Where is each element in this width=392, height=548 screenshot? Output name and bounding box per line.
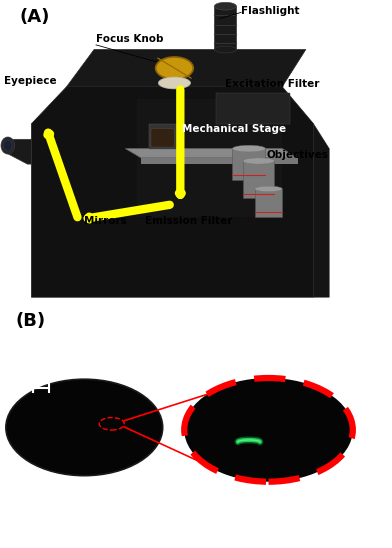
- Ellipse shape: [214, 46, 236, 53]
- Ellipse shape: [232, 145, 265, 152]
- Polygon shape: [149, 124, 176, 149]
- Polygon shape: [214, 6, 236, 49]
- Polygon shape: [314, 124, 329, 297]
- Text: (A): (A): [20, 8, 50, 26]
- Polygon shape: [4, 139, 31, 164]
- Polygon shape: [243, 161, 274, 198]
- Text: Focus Knob: Focus Knob: [96, 34, 163, 44]
- Text: Flashlight: Flashlight: [241, 6, 299, 16]
- Polygon shape: [31, 87, 314, 297]
- Polygon shape: [232, 149, 265, 180]
- Text: 25μ: 25μ: [32, 370, 50, 379]
- FancyBboxPatch shape: [151, 128, 174, 147]
- Ellipse shape: [243, 158, 274, 164]
- Text: Emission Filter: Emission Filter: [145, 216, 232, 226]
- Ellipse shape: [158, 77, 191, 89]
- Ellipse shape: [156, 57, 193, 79]
- Text: Mirrors: Mirrors: [84, 216, 127, 226]
- Text: Excitation Filter: Excitation Filter: [225, 79, 320, 89]
- Text: (B): (B): [16, 312, 46, 330]
- Ellipse shape: [214, 2, 236, 10]
- Polygon shape: [137, 99, 282, 217]
- Text: Eyepiece: Eyepiece: [4, 76, 56, 85]
- Polygon shape: [67, 49, 306, 87]
- Ellipse shape: [1, 137, 15, 154]
- Polygon shape: [216, 93, 290, 124]
- Text: Mechanical Stage: Mechanical Stage: [182, 124, 287, 134]
- Polygon shape: [125, 149, 298, 158]
- Ellipse shape: [4, 140, 12, 151]
- Polygon shape: [255, 189, 282, 217]
- Ellipse shape: [255, 186, 282, 192]
- Circle shape: [184, 378, 353, 482]
- Text: Objectives: Objectives: [267, 150, 328, 160]
- Polygon shape: [141, 158, 298, 164]
- Circle shape: [6, 379, 163, 476]
